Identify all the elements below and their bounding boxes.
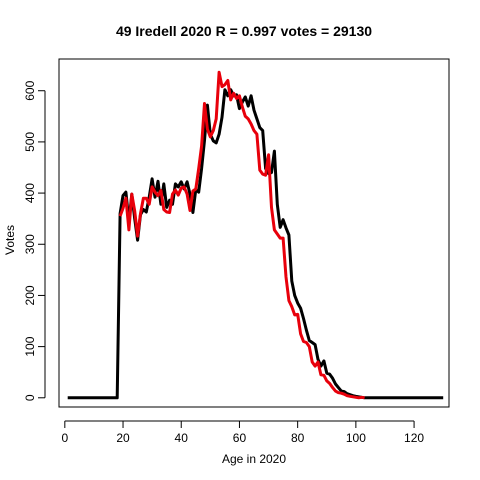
y-tick-label: 0 xyxy=(23,394,37,401)
series-line-1 xyxy=(67,88,444,400)
y-axis: 0 100 200 300 400 500 600 xyxy=(23,80,46,401)
y-tick-label: 100 xyxy=(23,336,37,356)
series-layer xyxy=(67,70,444,400)
x-tick-label: 0 xyxy=(61,431,68,445)
x-tick-label: 100 xyxy=(346,431,366,445)
y-tick-label: 600 xyxy=(23,80,37,100)
x-tick-label: 80 xyxy=(291,431,305,445)
x-tick-label: 40 xyxy=(175,431,189,445)
plot-frame xyxy=(58,58,450,408)
x-tick-label: 120 xyxy=(404,431,424,445)
y-tick-label: 200 xyxy=(23,285,37,305)
x-tick-label: 60 xyxy=(233,431,247,445)
x-axis-label: Age in 2020 xyxy=(222,452,286,466)
y-tick-label: 300 xyxy=(23,234,37,254)
chart-title: 49 Iredell 2020 R = 0.997 votes = 29130 xyxy=(116,23,372,39)
x-axis: 0 20 40 60 80 100 120 xyxy=(61,420,424,445)
y-axis-label: Votes xyxy=(3,225,17,255)
series-line-2 xyxy=(118,70,365,400)
x-tick-label: 20 xyxy=(116,431,130,445)
y-tick-label: 500 xyxy=(23,132,37,152)
y-tick-label: 400 xyxy=(23,183,37,203)
